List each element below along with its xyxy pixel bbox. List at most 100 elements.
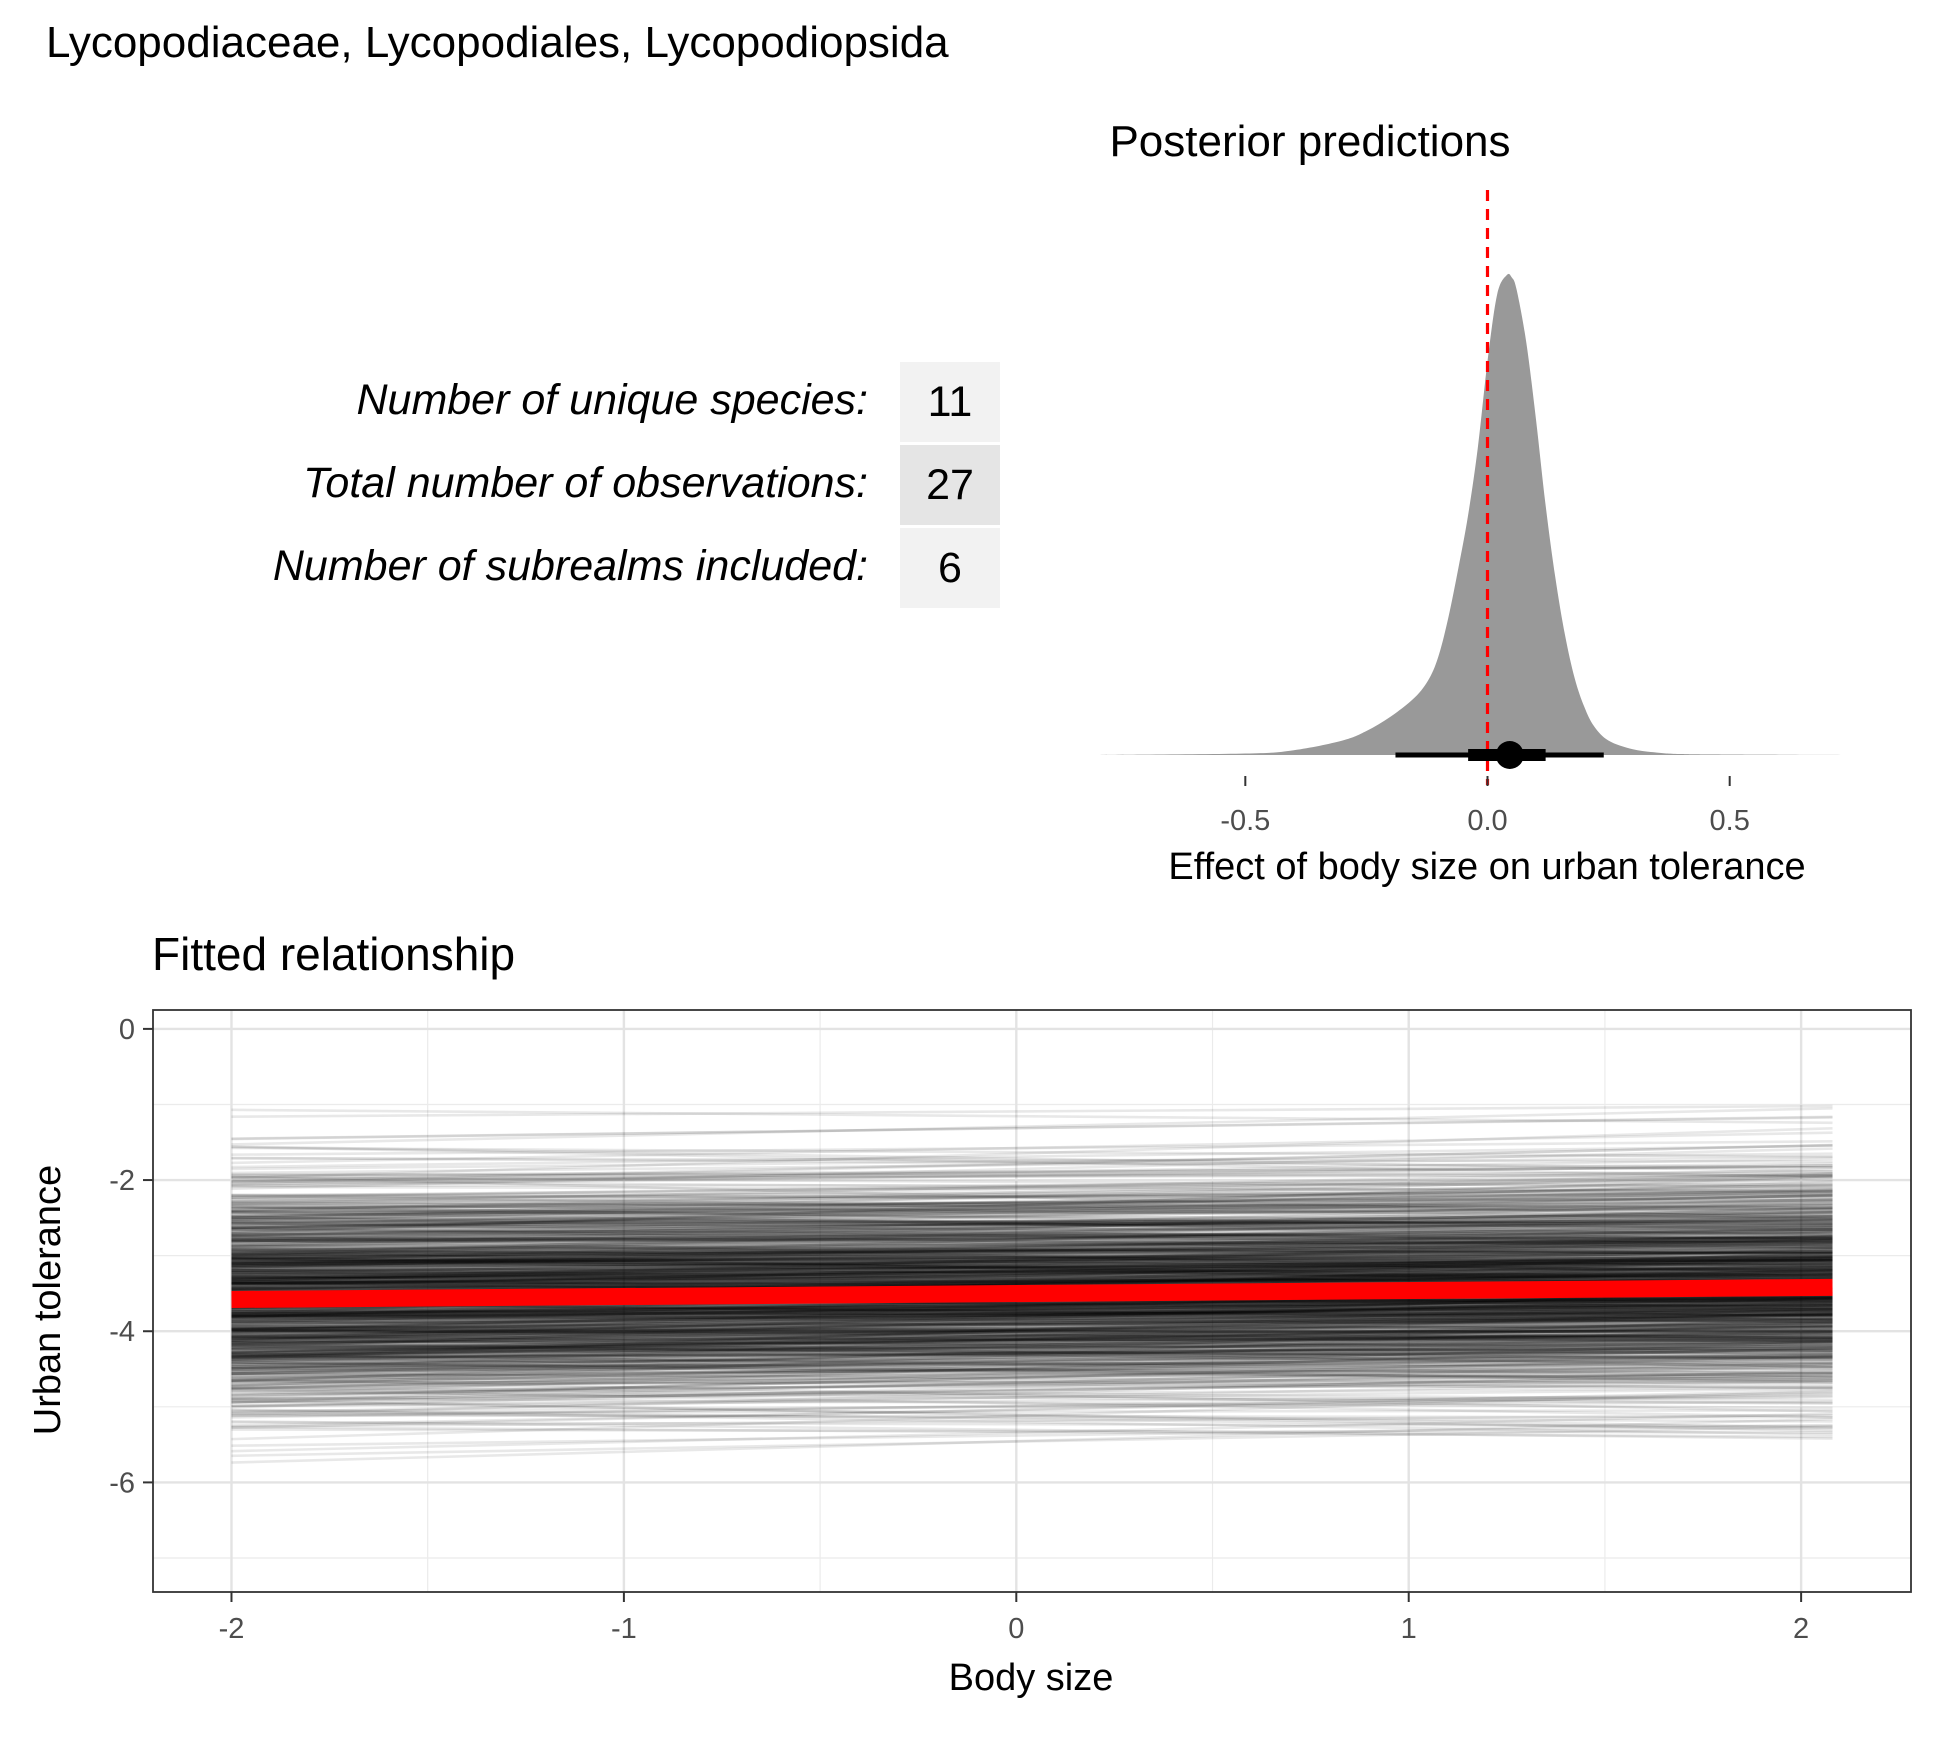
posterior-draw-line [231,1351,1833,1382]
posterior-draw-line [231,1155,1833,1175]
posterior-draw-line [231,1339,1833,1357]
posterior-draw-line [231,1358,1833,1368]
posterior-draw-line [231,1367,1833,1375]
posterior-draw-line [231,1270,1833,1285]
posterior-draw-line [231,1343,1833,1361]
posterior-draw-line [231,1256,1833,1277]
posterior-draw-line [231,1198,1833,1207]
posterior-draw-line [231,1321,1833,1342]
posterior-draw-line [231,1345,1833,1359]
posterior-draw-line [231,1344,1833,1373]
posterior-draw-line [231,1278,1833,1283]
posterior-draw-line [231,1377,1833,1404]
posterior-draw-line [231,1242,1833,1268]
posterior-draw-line [231,1328,1833,1352]
posterior-draw-line [231,1325,1833,1335]
posterior-draw-line [231,1253,1833,1288]
posterior-draw-line [231,1296,1833,1321]
posterior-draw-line [231,1361,1833,1384]
posterior-draw-line [231,1228,1833,1245]
posterior-draw-line [231,1306,1833,1372]
posterior-draw-line [231,1144,1833,1169]
posterior-draw-line [231,1224,1833,1255]
posterior-draw-line [231,1116,1833,1140]
posterior-draw-line [231,1145,1833,1173]
posterior-draw-line [231,1247,1833,1255]
posterior-draw-line [231,1261,1833,1283]
posterior-draw-line [231,1187,1833,1222]
posterior-draw-line [231,1215,1833,1235]
posterior-draw-line [231,1234,1833,1278]
posterior-draw-line [231,1330,1833,1345]
posterior-draw-line [231,1226,1833,1269]
posterior-draw-line [231,1372,1833,1384]
posterior-draw-line [231,1145,1833,1179]
posterior-draw-line [231,1331,1833,1363]
posterior-draw-line [231,1311,1833,1359]
posterior-draw-line [231,1395,1833,1418]
posterior-draw-line [231,1200,1833,1213]
posterior-draw-line [231,1344,1833,1379]
posterior-draw-line [231,1222,1833,1229]
posterior-draw-line [231,1217,1833,1248]
fitted-y-tick-label: -4 [109,1316,135,1348]
posterior-draw-line [231,1310,1833,1316]
posterior-draw-line [231,1321,1833,1360]
posterior-draw-line [231,1222,1833,1236]
posterior-draw-line [231,1248,1833,1264]
posterior-draw-line [231,1362,1833,1402]
posterior-draw-line [231,1313,1833,1341]
posterior-draw-line [231,1336,1833,1344]
posterior-draw-line [231,1301,1833,1330]
posterior-draw-line [231,1221,1833,1238]
posterior-draw-line [231,1301,1833,1327]
posterior-draw-line [231,1250,1833,1272]
posterior-draw-line [231,1248,1833,1260]
posterior-draw-line [231,1353,1833,1376]
posterior-draw-line [231,1157,1833,1163]
posterior-draw-line [231,1337,1833,1370]
posterior-draw-line [231,1222,1833,1257]
posterior-draw-line [231,1291,1833,1330]
posterior-draw-line [231,1228,1833,1239]
posterior-draw-line [231,1262,1833,1277]
posterior-draw-line [231,1255,1833,1291]
posterior-draw-line [231,1255,1833,1263]
posterior-draw-line [231,1343,1833,1373]
posterior-draw-line [231,1249,1833,1276]
posterior-draw-line [231,1197,1833,1248]
posterior-draw-line [231,1303,1833,1310]
posterior-draw-line [231,1261,1833,1266]
posterior-draw-line [231,1218,1833,1224]
posterior-draw-line [231,1334,1833,1357]
posterior-draw-line [231,1324,1833,1339]
posterior-draw-line [231,1206,1833,1249]
posterior-draw-line [231,1313,1833,1318]
posterior-draw-line [231,1232,1833,1239]
posterior-draw-line [231,1308,1833,1354]
posterior-draw-line [231,1350,1833,1357]
posterior-draw-line [231,1350,1833,1359]
posterior-draw-line [231,1271,1833,1292]
posterior-draw-line [231,1412,1833,1423]
posterior-draw-line [231,1226,1833,1249]
posterior-draw-line [231,1388,1833,1419]
posterior-draw-line [231,1220,1833,1228]
posterior-draw-line [231,1265,1833,1285]
posterior-draw-line [231,1230,1833,1299]
posterior-draw-line [231,1345,1833,1349]
posterior-draw-line [231,1412,1833,1453]
posterior-draw-line [231,1362,1833,1391]
posterior-draw-line [231,1296,1833,1314]
posterior-draw-line [231,1174,1833,1235]
posterior-draw-line [231,1296,1833,1335]
posterior-draw-line [231,1342,1833,1356]
posterior-draw-line [231,1253,1833,1282]
posterior-draw-line [231,1262,1833,1279]
posterior-draw-line [231,1409,1833,1415]
posterior-draw-line [231,1324,1833,1353]
posterior-draw-line [231,1189,1833,1216]
posterior-draw-line [231,1420,1833,1440]
posterior-draw-line [231,1165,1833,1177]
posterior-draw-line [231,1260,1833,1267]
